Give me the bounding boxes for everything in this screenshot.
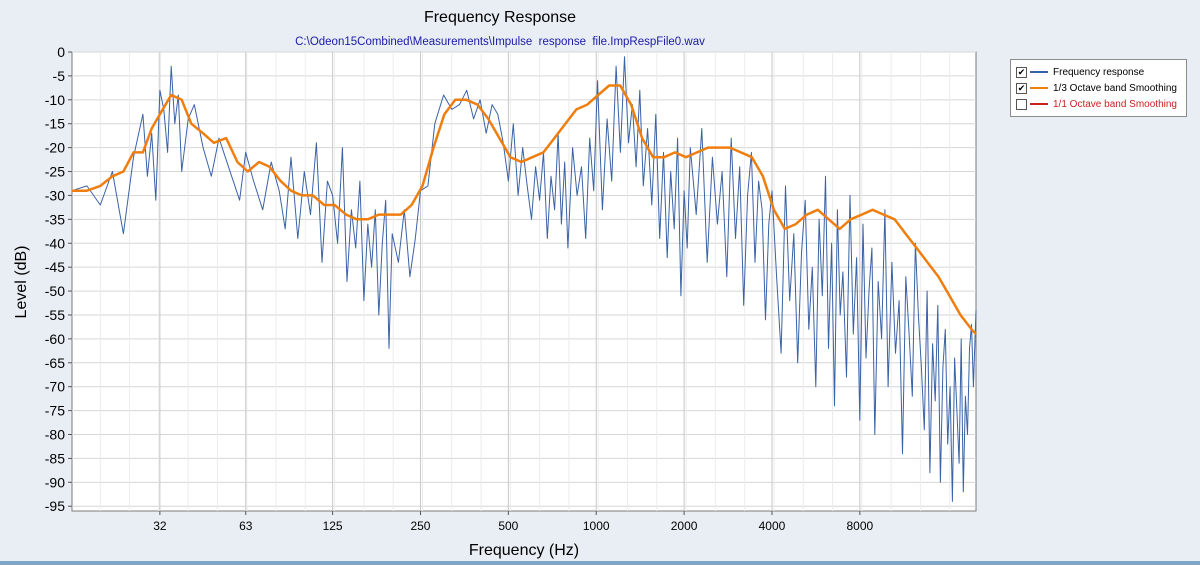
legend-label: 1/1 Octave band Smoothing bbox=[1053, 98, 1177, 110]
series-layer bbox=[71, 56, 977, 502]
x-tick-label: 500 bbox=[498, 519, 518, 533]
legend-checkbox[interactable]: ✔ bbox=[1016, 66, 1027, 78]
x-axis-label: Frequency (Hz) bbox=[469, 542, 579, 559]
x-tick-label: 63 bbox=[239, 519, 253, 533]
window-bottom-border bbox=[0, 561, 1200, 565]
y-tick-label: -60 bbox=[45, 331, 65, 347]
y-tick-label: -70 bbox=[45, 379, 65, 395]
legend-item-third-octave[interactable]: ✔ 1/3 Octave band Smoothing bbox=[1016, 81, 1184, 95]
y-tick-label: -50 bbox=[45, 283, 65, 299]
x-tick-label: 32 bbox=[153, 519, 167, 533]
y-tick-label: -40 bbox=[45, 235, 65, 251]
y-tick-label: -45 bbox=[45, 259, 65, 275]
legend-label: 1/3 Octave band Smoothing bbox=[1053, 82, 1177, 94]
y-tick-label: -25 bbox=[45, 164, 65, 180]
legend-swatch-red bbox=[1030, 103, 1048, 105]
plot-area bbox=[71, 51, 977, 512]
y-tick-label: -85 bbox=[45, 450, 65, 466]
y-tick-label: -80 bbox=[45, 427, 65, 443]
y-tick-label: -65 bbox=[45, 355, 65, 371]
y-tick-label: -55 bbox=[45, 307, 65, 323]
y-tick-label: 0 bbox=[57, 44, 65, 60]
y-tick-label: -90 bbox=[45, 474, 65, 490]
y-tick-label: -95 bbox=[45, 498, 65, 514]
x-tick-label: 250 bbox=[410, 519, 430, 533]
y-tick-label: -15 bbox=[45, 116, 65, 132]
chart-title: Frequency Response bbox=[424, 9, 576, 26]
x-tick-label: 1000 bbox=[583, 519, 610, 533]
y-tick-label: -75 bbox=[45, 403, 65, 419]
legend: ✔ Frequency response ✔ 1/3 Octave band S… bbox=[1010, 59, 1187, 117]
legend-item-frequency-response[interactable]: ✔ Frequency response bbox=[1016, 65, 1184, 79]
axis-ticks: 0 -5 -10 -15 -20 -25 -30 -35 -40 -45 -50 -55 -60 -65 -… bbox=[45, 44, 874, 533]
legend-item-octave[interactable]: 1/1 Octave band Smoothing bbox=[1016, 97, 1184, 111]
legend-checkbox[interactable]: ✔ bbox=[1016, 82, 1027, 94]
y-tick-label: -5 bbox=[53, 68, 66, 84]
legend-label: Frequency response bbox=[1053, 66, 1145, 78]
legend-swatch-blue bbox=[1030, 71, 1048, 73]
y-tick-label: -10 bbox=[45, 92, 65, 108]
x-tick-label: 2000 bbox=[671, 519, 698, 533]
chart-subtitle: C:\Odeon15Combined\Measurements\Impulse … bbox=[295, 36, 705, 48]
y-axis-label: Level (dB) bbox=[13, 246, 30, 319]
legend-checkbox[interactable] bbox=[1016, 98, 1027, 110]
legend-swatch-orange bbox=[1030, 87, 1048, 89]
y-tick-label: -20 bbox=[45, 140, 65, 156]
x-tick-label: 125 bbox=[323, 519, 343, 533]
x-tick-label: 8000 bbox=[846, 519, 873, 533]
x-tick-label: 4000 bbox=[759, 519, 786, 533]
y-tick-label: -30 bbox=[45, 187, 65, 203]
series-third-octave-smoothing-line bbox=[72, 84, 977, 335]
gridlines bbox=[72, 51, 976, 511]
y-tick-label: -35 bbox=[45, 211, 65, 227]
